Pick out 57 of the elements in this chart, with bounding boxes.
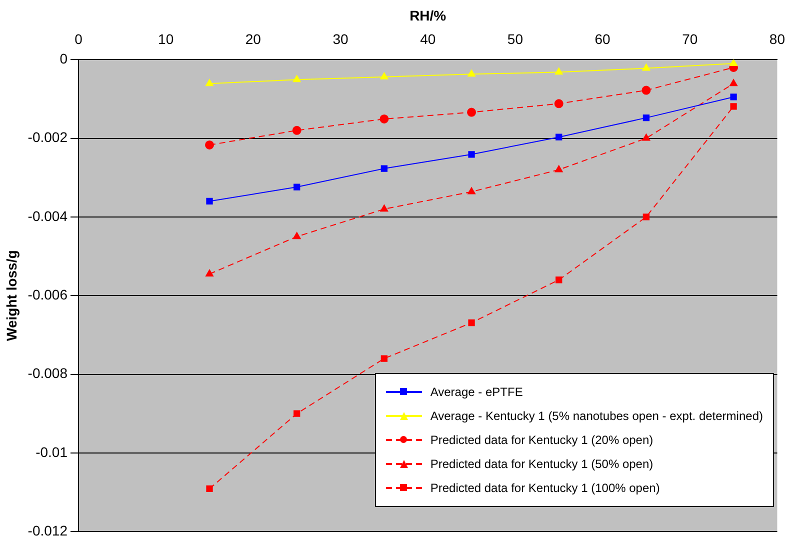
legend-label: Predicted data for Kentucky 1 (100% open) [430,480,660,497]
point [730,60,738,66]
legend-label: Average - Kentucky 1 (5% nanotubes open - expt. determined) [430,408,763,425]
legend-label: Predicted data for Kentucky 1 (50% open) [430,456,654,473]
point [294,184,300,190]
point [642,134,650,141]
x-axis-title: RH/% [410,7,447,24]
point [554,68,563,75]
point [205,140,214,150]
y-tick-label: -0.01 [36,444,68,460]
x-tick-label: 20 [245,31,262,48]
point [642,214,650,220]
point [292,232,301,240]
point [468,151,475,158]
point [556,276,562,284]
y-tick-label: -0.008 [28,365,68,382]
point [380,204,388,212]
point [380,165,388,172]
point [556,134,562,140]
y-tick-label: -0.006 [28,286,68,302]
x-tick-label: 70 [682,31,698,48]
point [642,86,651,95]
point [730,94,737,100]
point [206,485,213,492]
point [206,198,213,205]
point [294,410,300,417]
x-tick-label: 80 [769,31,786,48]
x-tick-label: 40 [420,31,436,48]
y-tick-label: -0.004 [28,208,68,224]
y-tick-label: -0.012 [28,522,68,538]
point [468,319,475,326]
point [380,72,388,80]
point [642,64,650,71]
point [292,75,301,82]
point [467,108,476,117]
x-tick-label: 30 [332,31,349,48]
point [730,79,738,86]
legend-label: Predicted data for Kentucky 1 (20% open) [430,432,654,449]
point [554,165,563,172]
x-tick-label: 10 [158,31,174,48]
point [468,70,476,77]
point [292,126,302,135]
legend-label: Average - ePTFE [430,384,523,401]
y-axis-title: Weight loss/g [3,250,20,341]
x-tick-label: 60 [594,31,611,48]
y-tick-label: 0 [60,50,68,66]
x-tick-label: 0 [74,31,83,48]
point [380,114,389,124]
point [206,79,214,86]
x-tick-label: 50 [507,31,524,48]
point [206,269,214,276]
point [554,99,564,108]
point [468,187,476,194]
y-tick-label: -0.002 [28,129,68,146]
point [380,355,388,362]
point [642,114,650,122]
point [730,103,737,110]
